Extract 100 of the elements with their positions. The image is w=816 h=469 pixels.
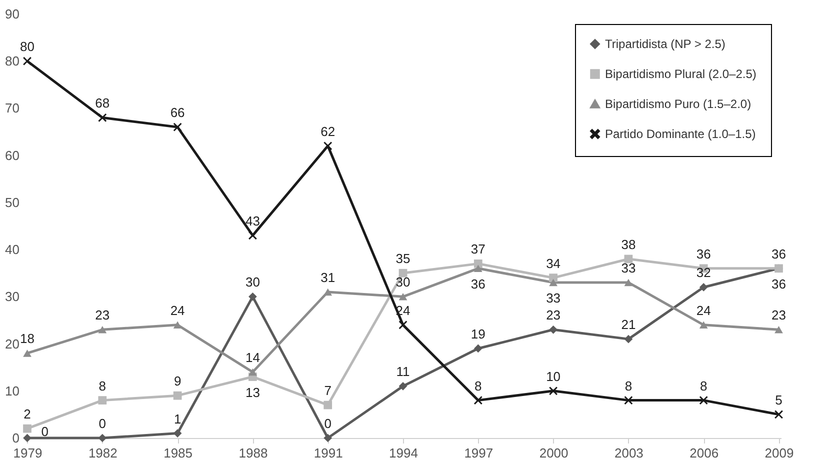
legend-label: Bipartidismo Plural (2.0–2.5): [605, 67, 756, 81]
y-tick-label: 30: [5, 289, 20, 304]
data-label: 13: [245, 384, 260, 400]
point: [549, 386, 558, 396]
data-label: 21: [621, 317, 636, 332]
data-label: 62: [320, 124, 336, 139]
data-label: 10: [546, 368, 561, 384]
point: [98, 326, 107, 334]
y-tick-label: 40: [5, 242, 20, 258]
legend-label: Bipartidismo Puro (1.5–2.0): [605, 97, 752, 111]
point: [398, 320, 408, 330]
point: [98, 113, 107, 122]
x-tick-label: 1979: [13, 446, 42, 460]
data-label: 8: [624, 378, 632, 394]
y-tick-label: 0: [12, 430, 20, 446]
data-label: 18: [20, 331, 34, 346]
y-tick-label: 50: [5, 194, 20, 210]
point: [98, 396, 107, 404]
point: [398, 268, 408, 278]
x-tick-label: 2006: [690, 446, 719, 460]
point: [549, 278, 558, 286]
point: [23, 424, 32, 433]
point: [398, 382, 408, 390]
data-label: 66: [170, 105, 185, 120]
point: [774, 326, 783, 334]
legend-label: Partido Dominante (1.0–1.5): [605, 127, 756, 141]
point: [549, 325, 558, 334]
data-label: 24: [170, 302, 185, 318]
data-label: 68: [95, 96, 110, 111]
data-label: 36: [772, 276, 786, 292]
data-label: 1: [174, 411, 182, 426]
data-label: 36: [772, 246, 786, 262]
point: [774, 410, 783, 419]
data-label: 9: [174, 374, 182, 389]
point: [624, 278, 633, 286]
point: [248, 292, 257, 301]
data-label: 38: [621, 236, 636, 252]
x-tick-label: 2009: [764, 446, 794, 460]
data-label: 80: [20, 39, 34, 54]
data-label: 36: [696, 246, 711, 262]
point: [699, 396, 708, 404]
point: [23, 350, 32, 357]
data-label: 24: [696, 302, 711, 318]
data-label: 5: [775, 392, 782, 408]
data-label: 8: [474, 378, 482, 394]
point: [474, 260, 482, 268]
data-label: 8: [700, 378, 708, 394]
data-label: 30: [245, 274, 260, 290]
data-label: 34: [546, 256, 561, 271]
data-label: 33: [546, 290, 561, 306]
point: [324, 400, 332, 410]
y-tick-label: 80: [5, 54, 20, 69]
data-label: 8: [98, 378, 106, 394]
data-label: 14: [245, 350, 260, 366]
data-label: 0: [98, 416, 106, 431]
data-label: 37: [470, 242, 486, 257]
point: [324, 142, 332, 150]
point: [699, 283, 708, 292]
point: [173, 391, 182, 400]
x-tick-label: 1985: [164, 446, 193, 460]
data-label: 35: [396, 251, 410, 266]
point: [23, 56, 32, 66]
x-tick-label: 1988: [238, 446, 268, 460]
point: [624, 334, 633, 344]
data-label: 19: [470, 326, 486, 342]
point: [173, 321, 182, 329]
point: [474, 264, 482, 272]
point: [549, 274, 558, 282]
data-label: 23: [772, 308, 786, 323]
data-label: 2: [24, 406, 31, 422]
y-tick-label: 10: [5, 383, 20, 398]
point: [248, 231, 257, 240]
point: [173, 122, 182, 132]
data-label: 43: [245, 213, 260, 228]
data-label: 36: [470, 276, 486, 292]
x-tick-label: 2003: [614, 446, 644, 460]
point: [324, 434, 332, 442]
x-tick-label: 2000: [539, 446, 568, 460]
x-tick-label: 1982: [88, 446, 118, 460]
data-label: 23: [95, 308, 110, 323]
x-tick-label: 1997: [464, 446, 494, 460]
data-label: 33: [621, 260, 636, 276]
data-label: 31: [320, 270, 336, 285]
point: [248, 368, 257, 376]
data-label: 0: [41, 424, 48, 439]
y-tick-label: 70: [5, 100, 20, 116]
data-label: 7: [324, 383, 332, 398]
x-tick-label: 1994: [389, 446, 418, 460]
point: [398, 293, 408, 300]
point: [624, 396, 633, 404]
data-label: 23: [546, 308, 561, 323]
data-label: 32: [696, 265, 711, 280]
point: [474, 396, 482, 404]
point: [173, 429, 182, 438]
data-label: 0: [324, 416, 332, 431]
data-label: 30: [396, 274, 410, 290]
point: [624, 254, 633, 264]
y-tick-label: 60: [5, 148, 20, 163]
legend-label: Tripartidista (NP > 2.5): [605, 37, 726, 51]
point: [324, 288, 332, 296]
